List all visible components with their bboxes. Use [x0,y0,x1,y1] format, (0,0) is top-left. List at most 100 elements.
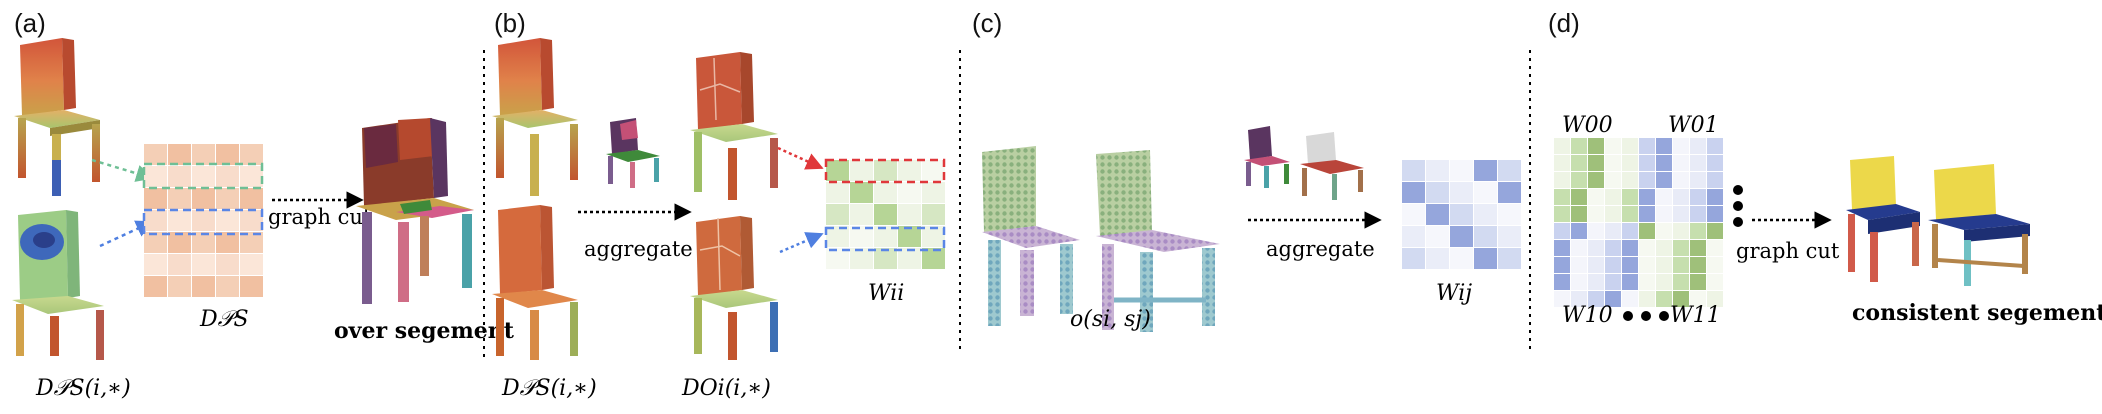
dps-cell [216,210,239,231]
block-cell [1571,189,1587,205]
block-cell [1554,240,1570,256]
block-cell [1690,223,1706,239]
w11-label: W11 [1670,303,1721,328]
aggregate-label-c: aggregate [1266,237,1375,261]
block-cell [1656,138,1672,154]
dps-cell [168,232,191,253]
block-cell [1571,172,1587,188]
block-cell [1605,291,1621,307]
dps-cell [144,144,167,165]
block-cell [1707,274,1723,290]
arrow-green-a [91,158,154,182]
block-cell [1639,274,1655,290]
block-cell [1554,223,1570,239]
block-cell [1639,223,1655,239]
block-cell [1656,172,1672,188]
block-cell [1605,257,1621,273]
wij-cell [1402,182,1425,203]
block-cell [1707,240,1723,256]
dps-row-label-a: D𝒫S(i,∗) [35,376,131,401]
block-cell [1622,138,1638,154]
wii-cell [922,226,945,247]
chair-a-top [14,38,100,196]
panel-label-d: (d) [1548,8,1580,38]
wii-cell [826,160,849,181]
panel-label-a: (a) [14,8,46,38]
block-cell [1588,206,1604,222]
wij-cell [1474,182,1497,203]
block-cell [1622,240,1638,256]
dps-cell [216,166,239,187]
dps-cell [144,276,167,297]
block-cell [1622,189,1638,205]
block-cell [1554,138,1570,154]
block-cell [1656,274,1672,290]
block-cell [1673,138,1689,154]
block-cell [1673,257,1689,273]
dps-cell [192,144,215,165]
block-cell [1639,138,1655,154]
dps-highlight-green [142,162,264,190]
block-cell [1571,240,1587,256]
block-cell [1554,257,1570,273]
block-cell [1554,155,1570,171]
wii-label: Wii [868,281,904,306]
block-cell [1673,172,1689,188]
wij-cell [1402,248,1425,269]
block-cell [1656,257,1672,273]
block-cell [1639,206,1655,222]
chair-over-segment [356,118,474,304]
dps-cell [168,276,191,297]
block-cell [1707,206,1723,222]
wij-cell [1426,226,1449,247]
wii-cell [874,204,897,225]
o-sisj-label: o(si, sj) [1070,307,1151,332]
block-cell [1588,172,1604,188]
block-cell [1673,274,1689,290]
block-cell [1605,172,1621,188]
block-cell [1571,291,1587,307]
ellipsis-dot-v1 [1733,185,1743,195]
block-cell [1588,155,1604,171]
wii-cell [850,248,873,269]
block-cell [1707,138,1723,154]
block-cell [1554,189,1570,205]
wij-cell [1450,160,1473,181]
wij-cell [1498,182,1521,203]
small-chair-c-2 [1300,132,1364,200]
wii-cell [898,204,921,225]
panel-label-b: (b) [494,8,526,38]
wii-cell [898,182,921,203]
block-cell [1588,291,1604,307]
wij-cell [1450,248,1473,269]
chair-b-segmented-top [690,52,778,200]
block-cell [1673,206,1689,222]
wij-cell [1426,160,1449,181]
consistent-label: consistent segementation [1852,300,2102,326]
wij-cell [1402,226,1425,247]
block-cell [1707,257,1723,273]
doi-row-label: DOi(i,∗) [681,376,771,401]
wij-cell [1474,160,1497,181]
block-cell [1673,155,1689,171]
wii-cell [826,204,849,225]
panel-c: o(si, sj) aggregate Wij [982,126,1521,332]
ellipsis-dot-h1 [1623,311,1633,321]
wij-cell [1450,182,1473,203]
block-cell [1690,240,1706,256]
aggregate-label-b: aggregate [584,237,693,261]
block-cell [1571,155,1587,171]
dps-cell [168,254,191,275]
wii-cell [922,248,945,269]
block-cell [1622,206,1638,222]
block-cell [1571,223,1587,239]
block-cell [1639,189,1655,205]
dps-cell [192,276,215,297]
block-matrix [1554,138,1723,307]
block-cell [1554,291,1570,307]
ellipsis-dot-v3 [1733,217,1743,227]
dps-cell [216,188,239,209]
wii-highlight-blue [824,226,946,252]
wij-cell [1498,160,1521,181]
